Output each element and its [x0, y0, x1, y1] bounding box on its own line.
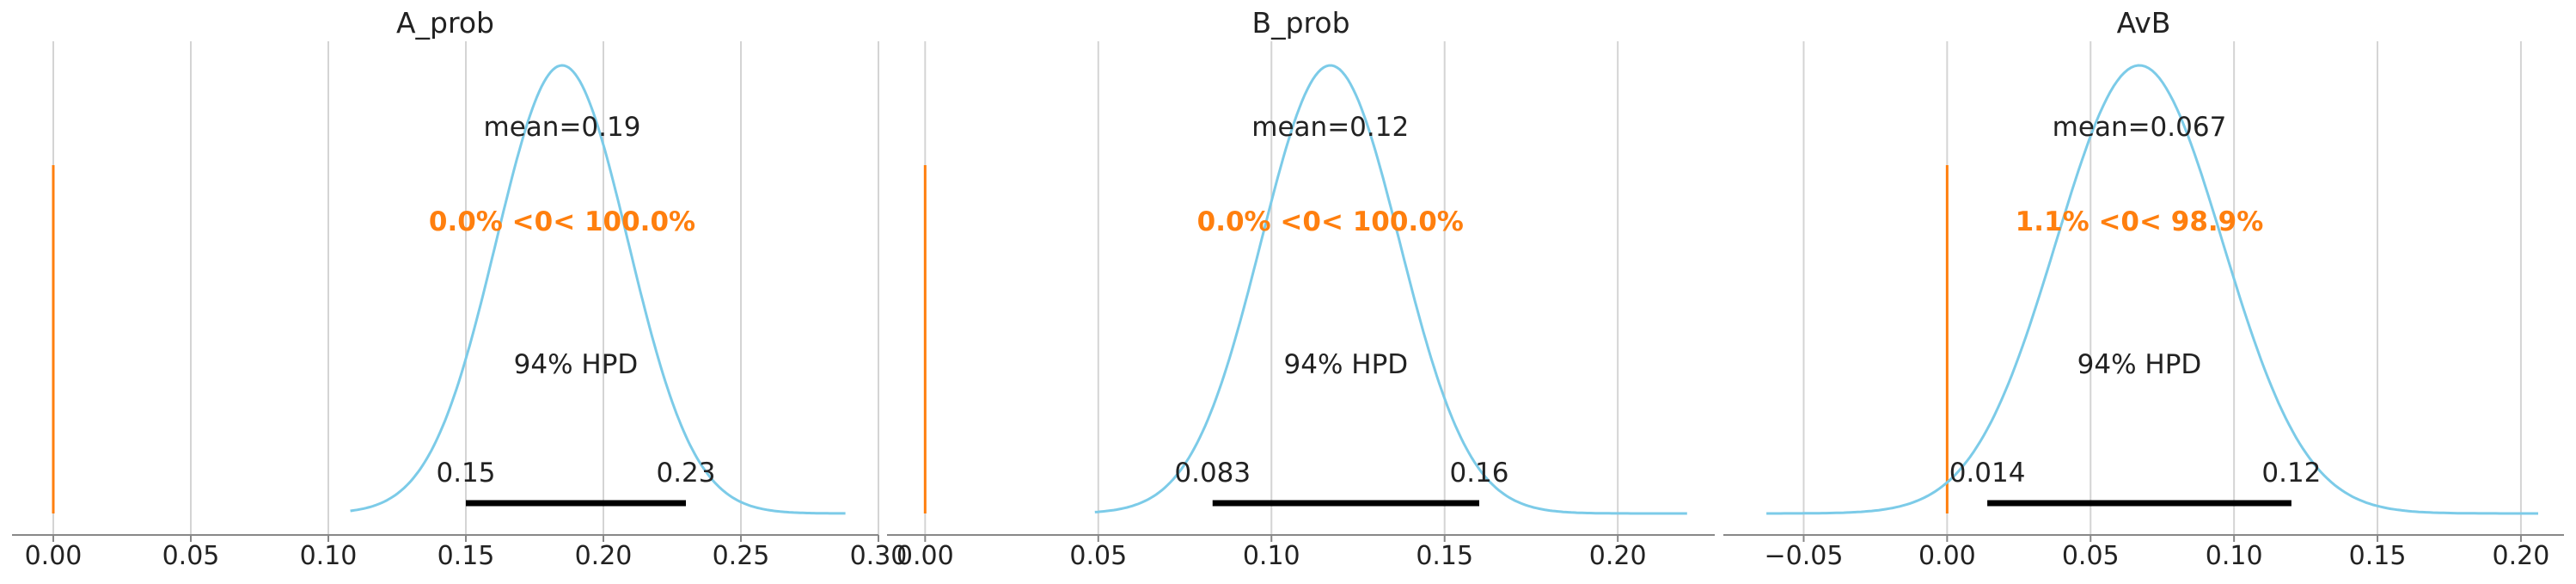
- x-tick-label: 0.10: [300, 541, 358, 571]
- x-tick-label: 0.15: [1416, 541, 1473, 571]
- subplot-title: A_prob: [396, 6, 494, 40]
- x-tick-label: 0.25: [713, 541, 770, 571]
- reference-percent-label: 0.0% <0< 100.0%: [429, 206, 695, 237]
- x-tick-label: 0.20: [1589, 541, 1647, 571]
- hpd-low-label: 0.014: [1949, 458, 2026, 489]
- x-tick-label: 0.00: [25, 541, 83, 571]
- hpd-low-label: 0.083: [1174, 458, 1251, 489]
- kde-curve: [350, 64, 846, 515]
- hpd-high-label: 0.12: [2261, 458, 2321, 489]
- kde-curve: [1766, 64, 2538, 515]
- x-tick-label: −0.05: [1764, 541, 1843, 571]
- x-tick-label: 0.00: [896, 541, 954, 571]
- subplot-title: B_prob: [1251, 6, 1349, 40]
- x-tick-label: 0.10: [2206, 541, 2263, 571]
- x-tick-label: 0.30: [850, 541, 908, 571]
- subplot-title: AvB: [2117, 6, 2171, 40]
- hpd-label: 94% HPD: [1284, 349, 1409, 380]
- x-tick-label: 0.00: [1918, 541, 1976, 571]
- x-tick-label: 0.15: [2349, 541, 2407, 571]
- x-tick-label: 0.15: [437, 541, 495, 571]
- x-tick-label: 0.10: [1243, 541, 1300, 571]
- mean-label: mean=0.19: [484, 112, 641, 143]
- mean-label: mean=0.12: [1251, 112, 1409, 143]
- subplot-3: −0.05 0.00 0.05 0.10 0.15 0.20 AvB mean=0.067 1.…: [1723, 6, 2564, 571]
- hpd-label: 94% HPD: [2077, 349, 2202, 380]
- x-tick-label: 0.05: [162, 541, 220, 571]
- x-tick-label: 0.05: [2062, 541, 2120, 571]
- reference-percent-label: 1.1% <0< 98.9%: [2016, 206, 2264, 237]
- hpd-high-label: 0.23: [656, 458, 715, 489]
- reference-percent-label: 0.0% <0< 100.0%: [1197, 206, 1464, 237]
- hpd-high-label: 0.16: [1449, 458, 1508, 489]
- x-tick-label: 0.20: [575, 541, 633, 571]
- subplot-1: 0.00 0.05 0.10 0.15 0.20 0.25 0.30 A_prob mean=0…: [12, 6, 907, 571]
- kde-curve: [1094, 64, 1687, 515]
- x-tick-label: 0.20: [2493, 541, 2550, 571]
- x-tick-label: 0.05: [1069, 541, 1127, 571]
- subplot-2: 0.00 0.05 0.10 0.15 0.20 B_prob mean=0.12 0.0% …: [887, 6, 1715, 571]
- hpd-label: 94% HPD: [514, 349, 639, 380]
- mean-label: mean=0.067: [2053, 112, 2227, 143]
- hpd-low-label: 0.15: [436, 458, 495, 489]
